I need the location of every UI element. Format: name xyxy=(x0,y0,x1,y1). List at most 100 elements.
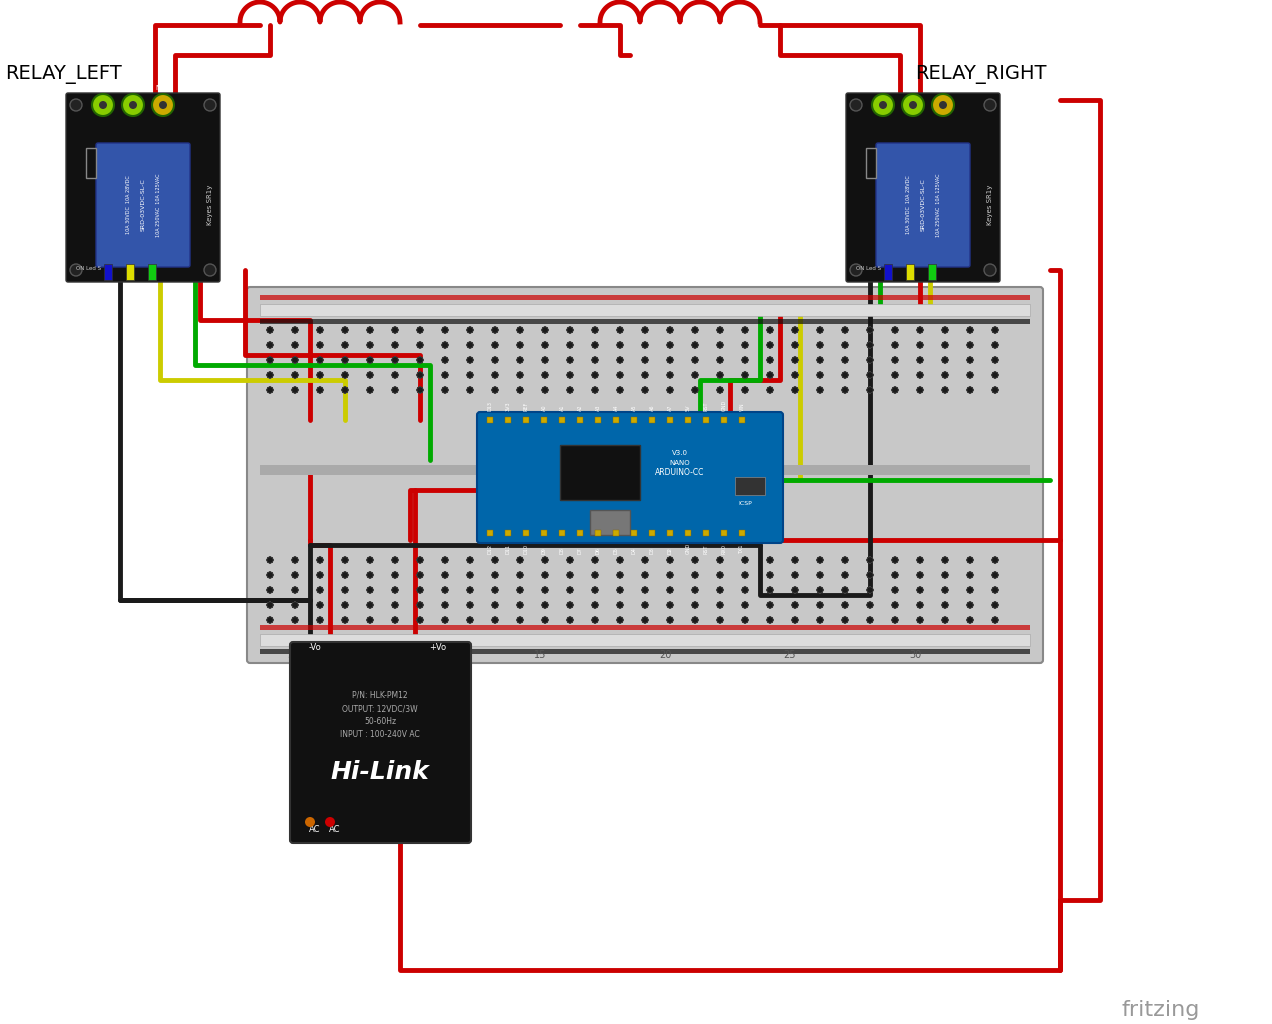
Circle shape xyxy=(567,372,572,378)
Circle shape xyxy=(842,572,848,578)
Circle shape xyxy=(368,587,373,593)
Circle shape xyxy=(842,327,848,333)
Circle shape xyxy=(591,342,598,348)
Circle shape xyxy=(368,602,373,608)
Circle shape xyxy=(567,357,572,362)
Circle shape xyxy=(717,372,722,378)
Circle shape xyxy=(567,617,572,623)
Circle shape xyxy=(917,327,923,333)
Text: 10: 10 xyxy=(408,650,421,660)
Circle shape xyxy=(943,587,948,593)
Circle shape xyxy=(392,342,398,348)
Circle shape xyxy=(868,387,873,393)
Circle shape xyxy=(792,327,798,333)
Circle shape xyxy=(817,617,823,623)
Circle shape xyxy=(943,357,948,362)
Circle shape xyxy=(441,327,448,333)
Circle shape xyxy=(742,617,748,623)
Circle shape xyxy=(792,617,798,623)
Circle shape xyxy=(441,372,448,378)
Circle shape xyxy=(467,602,473,608)
Circle shape xyxy=(417,617,424,623)
Circle shape xyxy=(817,372,823,378)
Circle shape xyxy=(317,387,323,393)
Circle shape xyxy=(516,372,523,378)
Circle shape xyxy=(992,327,999,333)
Circle shape xyxy=(868,557,873,563)
Circle shape xyxy=(967,327,973,333)
Circle shape xyxy=(467,387,473,393)
Circle shape xyxy=(943,342,948,348)
Circle shape xyxy=(817,387,823,393)
Circle shape xyxy=(992,587,999,593)
Circle shape xyxy=(293,372,298,378)
Circle shape xyxy=(542,342,548,348)
Circle shape xyxy=(667,572,673,578)
Circle shape xyxy=(542,357,548,362)
Circle shape xyxy=(692,387,698,393)
Circle shape xyxy=(967,557,973,563)
Circle shape xyxy=(467,572,473,578)
Circle shape xyxy=(368,357,373,362)
Circle shape xyxy=(742,617,748,623)
Circle shape xyxy=(293,327,298,333)
Circle shape xyxy=(692,602,698,608)
Circle shape xyxy=(617,342,623,348)
Circle shape xyxy=(792,602,798,608)
Circle shape xyxy=(967,587,973,593)
Circle shape xyxy=(516,617,523,623)
Circle shape xyxy=(692,372,698,378)
Circle shape xyxy=(792,342,798,348)
Circle shape xyxy=(368,602,373,608)
Circle shape xyxy=(767,327,773,333)
Circle shape xyxy=(892,602,898,608)
Circle shape xyxy=(617,572,623,578)
Circle shape xyxy=(617,602,623,608)
Circle shape xyxy=(467,557,473,563)
Circle shape xyxy=(742,617,748,623)
Circle shape xyxy=(943,342,948,348)
Bar xyxy=(541,417,547,423)
Circle shape xyxy=(692,327,698,333)
Circle shape xyxy=(368,587,373,593)
Circle shape xyxy=(717,617,722,623)
Circle shape xyxy=(542,587,548,593)
Circle shape xyxy=(868,327,873,333)
Circle shape xyxy=(417,572,424,578)
Circle shape xyxy=(842,617,848,623)
Circle shape xyxy=(567,372,572,378)
Circle shape xyxy=(917,617,923,623)
Circle shape xyxy=(767,327,773,333)
Circle shape xyxy=(467,557,473,563)
Circle shape xyxy=(717,372,722,378)
Circle shape xyxy=(967,587,973,593)
Circle shape xyxy=(992,602,999,608)
Circle shape xyxy=(868,327,873,333)
Circle shape xyxy=(992,617,999,623)
Circle shape xyxy=(892,617,898,623)
Circle shape xyxy=(467,557,473,563)
Circle shape xyxy=(492,617,499,623)
Circle shape xyxy=(642,587,647,593)
Circle shape xyxy=(317,557,323,563)
Circle shape xyxy=(392,327,398,333)
Circle shape xyxy=(742,587,748,593)
Circle shape xyxy=(967,327,973,333)
Circle shape xyxy=(417,387,424,393)
Circle shape xyxy=(742,602,748,608)
Circle shape xyxy=(642,372,647,378)
Circle shape xyxy=(317,327,323,333)
Circle shape xyxy=(692,372,698,378)
Circle shape xyxy=(717,342,722,348)
Circle shape xyxy=(591,327,598,333)
Circle shape xyxy=(892,327,898,333)
Circle shape xyxy=(642,357,647,362)
Circle shape xyxy=(467,587,473,593)
Circle shape xyxy=(342,387,349,393)
Circle shape xyxy=(667,342,673,348)
Circle shape xyxy=(817,617,823,623)
Circle shape xyxy=(943,557,948,563)
Circle shape xyxy=(542,372,548,378)
Circle shape xyxy=(967,357,973,362)
Circle shape xyxy=(992,327,999,333)
